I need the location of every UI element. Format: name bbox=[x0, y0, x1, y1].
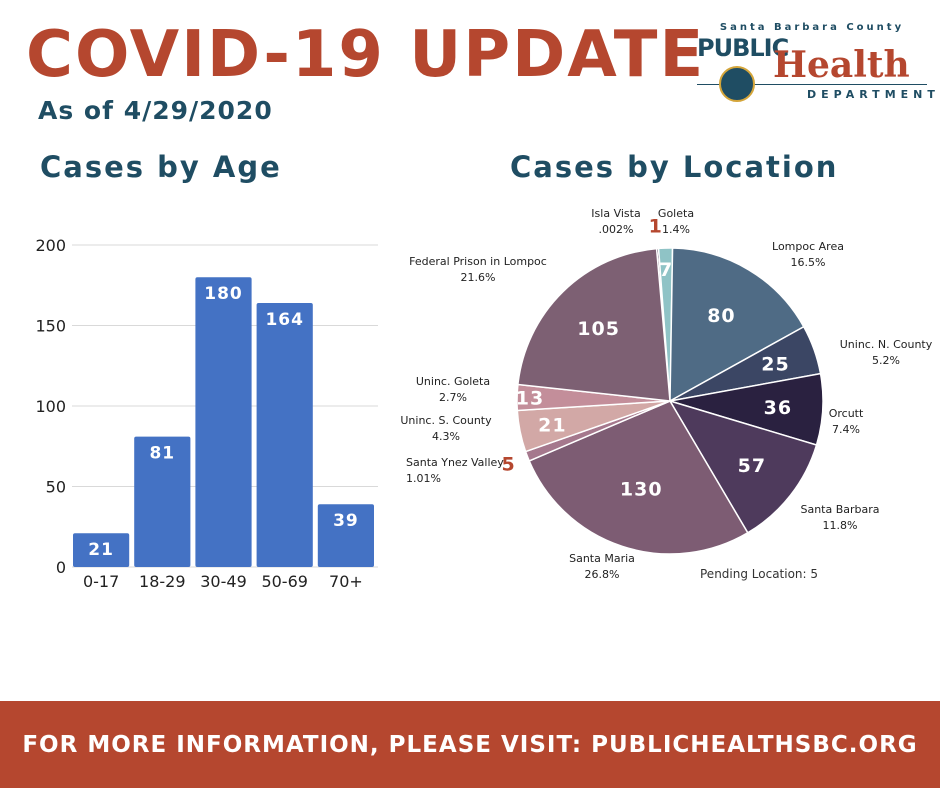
x-tick-label: 70+ bbox=[329, 572, 363, 591]
bar-value-label: 21 bbox=[88, 540, 114, 560]
slice-percent-label: 4.3% bbox=[432, 430, 460, 443]
public-health-logo: Santa Barbara County PUBLIC Health DEPAR… bbox=[697, 22, 935, 108]
slice-value-label: 1 bbox=[649, 216, 663, 238]
slice-name-label: Isla Vista bbox=[591, 207, 640, 220]
slice-name-label: Uninc. S. County bbox=[400, 414, 492, 427]
slice-value-label: 5 bbox=[502, 453, 516, 475]
footer-banner: FOR MORE INFORMATION, PLEASE VISIT: PUBL… bbox=[0, 701, 940, 788]
age-chart-title: Cases by Age bbox=[40, 150, 282, 184]
footer-link-text[interactable]: FOR MORE INFORMATION, PLEASE VISIT: PUBL… bbox=[22, 732, 918, 758]
pie-slice-federal-prison-in-lompoc bbox=[517, 247, 671, 402]
slice-value-label: 57 bbox=[738, 455, 766, 477]
as-of-date: As of 4/29/2020 bbox=[38, 96, 273, 125]
slice-percent-label: 1.01% bbox=[406, 472, 441, 485]
logo-health: Health bbox=[773, 44, 910, 86]
pie-slice-santa-barbara bbox=[668, 399, 818, 534]
y-tick-label: 0 bbox=[56, 558, 66, 577]
pending-location-note: Pending Location: 5 bbox=[700, 567, 818, 581]
logo-rule bbox=[697, 84, 927, 85]
bar-30-49 bbox=[195, 277, 252, 567]
slice-value-label: 80 bbox=[707, 305, 735, 327]
slice-percent-label: 1.4% bbox=[662, 223, 690, 236]
slice-percent-label: 2.7% bbox=[439, 391, 467, 404]
x-tick-label: 50-69 bbox=[261, 572, 308, 591]
slice-value-label: 7 bbox=[659, 259, 673, 281]
slice-value-label: 105 bbox=[577, 318, 620, 340]
bar-value-label: 81 bbox=[149, 444, 175, 464]
slice-percent-label: 7.4% bbox=[832, 423, 860, 436]
slice-value-label: 25 bbox=[761, 353, 789, 375]
y-tick-label: 100 bbox=[35, 397, 66, 416]
page-title: COVID-19 UPDATE bbox=[26, 18, 706, 92]
slice-name-label: Uninc. Goleta bbox=[416, 375, 490, 388]
y-tick-label: 200 bbox=[35, 236, 66, 255]
bar-value-label: 180 bbox=[204, 284, 243, 304]
pie-slice-santa-maria bbox=[528, 400, 749, 555]
slice-name-label: Goleta bbox=[658, 207, 694, 220]
slice-name-label: Lompoc Area bbox=[772, 240, 844, 253]
age-bar-chart: 0 50 100 150 200 21 0-17 81 18-29 180 30-49 164 50-6… bbox=[35, 236, 378, 591]
bar-18-29 bbox=[134, 436, 191, 567]
bar-70+ bbox=[317, 504, 374, 567]
x-tick-label: 18-29 bbox=[139, 572, 186, 591]
slice-value-label: 36 bbox=[764, 397, 792, 419]
slice-value-label: 130 bbox=[620, 478, 663, 500]
slice-percent-label: 11.8% bbox=[823, 519, 858, 532]
logo-public: PUBLIC bbox=[697, 34, 789, 62]
county-seal-icon bbox=[719, 66, 755, 102]
slice-name-label: Santa Ynez Valley bbox=[406, 456, 504, 469]
bar-value-label: 164 bbox=[265, 310, 304, 330]
logo-department: DEPARTMENT bbox=[807, 88, 940, 101]
x-tick-label: 30-49 bbox=[200, 572, 247, 591]
bar-50-69 bbox=[256, 302, 313, 567]
bar-0-17 bbox=[73, 533, 130, 567]
pie-slice-lompoc-area bbox=[669, 247, 805, 403]
x-tick-label: 0-17 bbox=[83, 572, 119, 591]
logo-county: Santa Barbara County bbox=[719, 22, 905, 33]
slice-percent-label: 16.5% bbox=[791, 256, 826, 269]
slice-name-label: Orcutt bbox=[829, 407, 864, 420]
slice-percent-label: 26.8% bbox=[585, 568, 620, 581]
location-chart-title: Cases by Location bbox=[510, 150, 839, 184]
slice-name-label: Santa Barbara bbox=[800, 503, 879, 516]
location-pie-chart: 1 Isla Vista .002% 7 Goleta 1.4% 80 Lompoc Area… bbox=[400, 207, 933, 581]
slice-percent-label: .002% bbox=[599, 223, 634, 236]
slice-name-label: Federal Prison in Lompoc bbox=[409, 255, 547, 268]
slice-percent-label: 21.6% bbox=[461, 271, 496, 284]
slice-name-label: Santa Maria bbox=[569, 552, 635, 565]
slice-name-label: Uninc. N. County bbox=[840, 338, 933, 351]
y-tick-label: 150 bbox=[35, 317, 66, 336]
bar-value-label: 39 bbox=[333, 511, 359, 531]
slice-percent-label: 5.2% bbox=[872, 354, 900, 367]
slice-value-label: 21 bbox=[538, 415, 566, 437]
y-tick-label: 50 bbox=[46, 478, 66, 497]
slice-value-label: 13 bbox=[516, 388, 544, 410]
